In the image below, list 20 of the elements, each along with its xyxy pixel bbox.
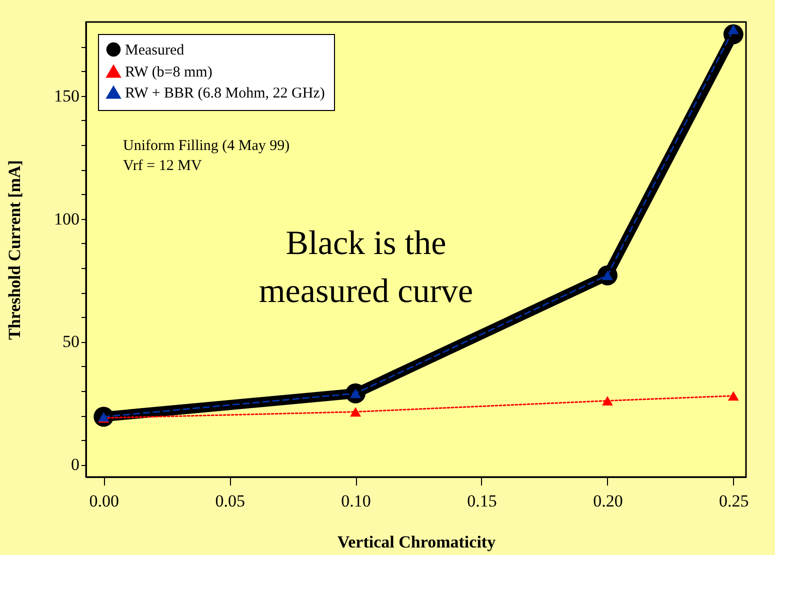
legend-label: RW + BBR (6.8 Mohm, 22 GHz) <box>125 86 325 102</box>
x-tick-label: 0.00 <box>89 492 120 510</box>
annotation: Black is the measured curve <box>258 225 474 310</box>
x-tick-label: 0.10 <box>341 492 371 510</box>
y-tick-label: 100 <box>54 209 80 228</box>
y-tick-label: 150 <box>54 86 80 106</box>
y-axis-title: Threshold Current [mA] <box>5 160 24 340</box>
y-tick-label: 0 <box>71 455 80 474</box>
x-tick-label: 0.25 <box>719 492 749 510</box>
x-axis-title: Vertical Chromaticity <box>337 532 496 552</box>
point <box>350 407 362 417</box>
annotation: Uniform Filling (4 May 99) Vrf = 12 MV <box>123 138 290 174</box>
y-tick-label: 50 <box>62 332 80 352</box>
x-tick-label: 0.20 <box>593 492 623 510</box>
legend-label: RW (b=8 mm) <box>125 64 212 80</box>
point <box>728 391 739 401</box>
legend-label: Measured <box>125 42 185 58</box>
x-tick-label: 0.15 <box>467 492 497 510</box>
point <box>602 396 613 406</box>
x-tick-label: 0.05 <box>215 492 245 510</box>
